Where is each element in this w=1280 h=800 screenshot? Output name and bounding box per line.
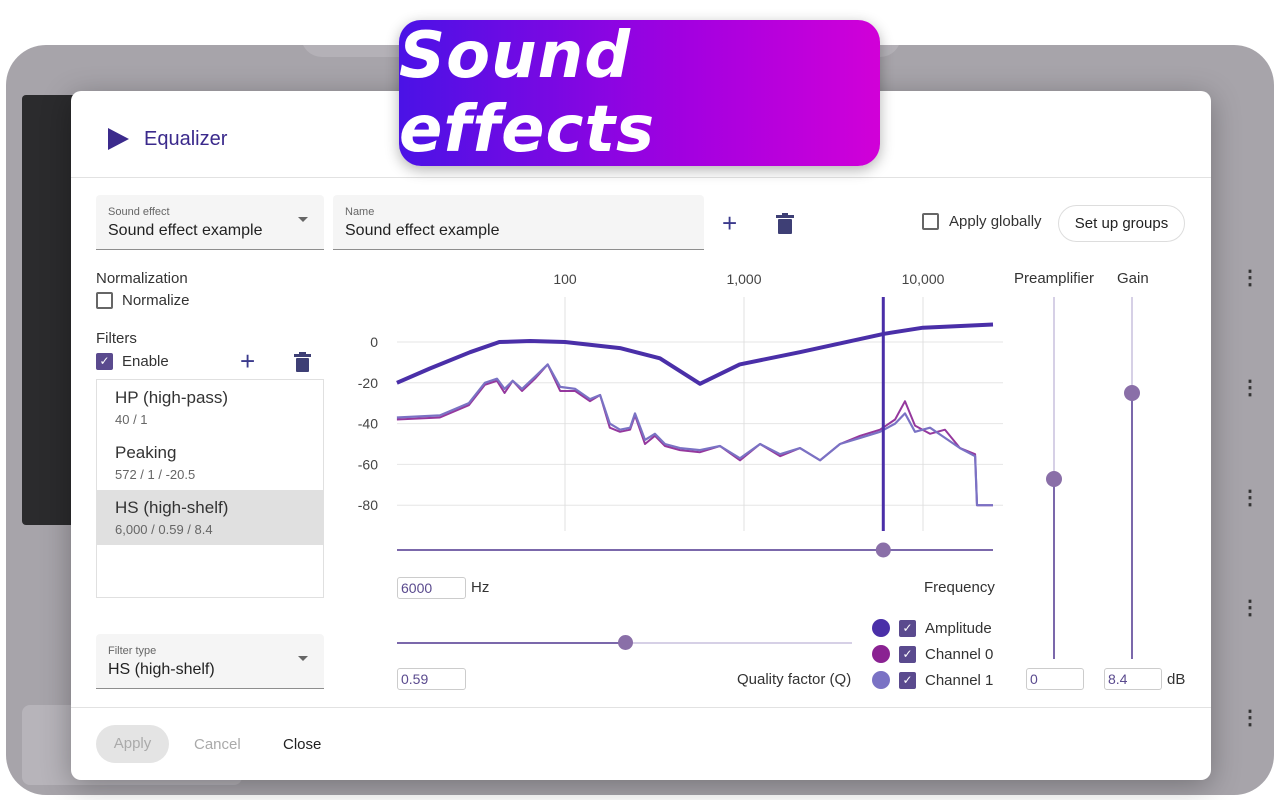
sound-effect-select[interactable]: Sound effect Sound effect example	[96, 195, 324, 250]
filter-type-select[interactable]: Filter type HS (high-shelf)	[96, 634, 324, 689]
y-tick-label: 0	[370, 334, 378, 350]
filter-list: HP (high-pass) 40 / 1 Peaking 572 / 1 / …	[96, 379, 324, 598]
legend-label: Channel 0	[925, 645, 994, 663]
x-tick-label: 10,000	[902, 271, 945, 287]
q-label: Quality factor (Q)	[737, 671, 852, 688]
dialog-title: Equalizer	[144, 128, 228, 150]
legend-label: Channel 1	[925, 671, 994, 689]
q-slider[interactable]	[397, 635, 852, 650]
gain-slider[interactable]	[1124, 297, 1140, 659]
series-channel-0	[396, 363, 993, 507]
q-input[interactable]	[397, 668, 466, 690]
legend-item-channel-1[interactable]: ✓ Channel 1	[872, 667, 993, 693]
filter-detail: 6,000 / 0.59 / 8.4	[115, 522, 213, 537]
preamplifier-slider[interactable]	[1046, 297, 1062, 659]
more-icon: ⋮	[1240, 487, 1260, 509]
gain-label: Gain	[1117, 270, 1149, 287]
preamplifier-label: Preamplifier	[1014, 270, 1095, 287]
series-amplitude	[396, 322, 994, 386]
name-input[interactable]: Name Sound effect example	[333, 195, 704, 250]
apply-globally-checkbox[interactable]: Apply globally	[922, 213, 1042, 230]
more-icon: ⋮	[1240, 377, 1260, 399]
divider	[71, 177, 1211, 178]
checkmark-icon[interactable]: ✓	[899, 619, 916, 637]
channel-1-color-dot	[872, 671, 890, 689]
filter-type-value: HS (high-shelf)	[108, 661, 215, 678]
legend: ✓ Amplitude ✓ Channel 0 ✓ Channel 1	[872, 615, 993, 693]
set-up-groups-button[interactable]: Set up groups	[1058, 205, 1185, 242]
add-filter-icon[interactable]: +	[240, 346, 256, 376]
preamplifier-input[interactable]	[1026, 668, 1084, 690]
delete-icon[interactable]	[776, 213, 794, 234]
frequency-label: Frequency	[924, 579, 995, 596]
legend-item-amplitude[interactable]: ✓ Amplitude	[872, 615, 993, 641]
filter-name: HP (high-pass)	[115, 388, 229, 407]
more-icon: ⋮	[1240, 707, 1260, 729]
checkbox-icon	[922, 213, 939, 230]
y-tick-label: -60	[358, 456, 378, 472]
sound-effects-banner: Sound effects	[399, 19, 880, 167]
name-value: Sound effect example	[345, 222, 500, 239]
close-button[interactable]: Close	[283, 736, 322, 753]
more-icon: ⋮	[1240, 267, 1260, 289]
sound-effect-label: Sound effect	[108, 206, 170, 218]
normalization-heading: Normalization	[96, 270, 188, 287]
chevron-down-icon	[298, 217, 308, 222]
y-tick-label: -40	[358, 416, 378, 432]
preamplifier-fill	[1053, 479, 1055, 659]
checkbox-icon	[96, 292, 113, 309]
preamplifier-thumb[interactable]	[1046, 471, 1062, 487]
divider	[71, 707, 1211, 708]
enable-label: Enable	[122, 353, 169, 370]
x-tick-label: 100	[553, 271, 577, 287]
delete-filter-icon[interactable]	[294, 352, 311, 372]
frequency-unit: Hz	[471, 579, 490, 596]
normalize-checkbox[interactable]: Normalize	[96, 292, 190, 309]
gain-unit: dB	[1167, 671, 1186, 688]
frequency-chart[interactable]: 0 -20 -40 -60 -80 100 1,000 10,000	[71, 91, 1211, 711]
channel-0-color-dot	[872, 645, 890, 663]
filter-detail: 40 / 1	[115, 412, 148, 427]
q-slider-thumb[interactable]	[617, 635, 633, 650]
legend-item-channel-0[interactable]: ✓ Channel 0	[872, 641, 993, 667]
name-label: Name	[345, 206, 375, 218]
checkmark-icon: ✓	[96, 353, 113, 370]
filter-name: Peaking	[115, 443, 177, 462]
normalize-label: Normalize	[122, 292, 190, 309]
apply-button[interactable]: Apply	[96, 725, 169, 763]
frequency-input[interactable]	[397, 577, 466, 599]
filters-heading: Filters	[96, 330, 137, 347]
enable-checkbox[interactable]: ✓ Enable	[96, 353, 169, 370]
q-slider-fill	[397, 642, 625, 644]
more-icon: ⋮	[1240, 597, 1260, 619]
cancel-button[interactable]: Cancel	[194, 736, 241, 753]
filter-detail: 572 / 1 / -20.5	[115, 467, 196, 482]
gain-fill	[1131, 393, 1133, 659]
x-tick-label: 1,000	[726, 271, 761, 287]
frequency-slider-thumb[interactable]	[875, 542, 891, 558]
gain-input[interactable]	[1104, 668, 1162, 690]
amplitude-color-dot	[872, 619, 890, 637]
gain-thumb[interactable]	[1124, 385, 1140, 401]
filter-item[interactable]: HP (high-pass) 40 / 1	[97, 380, 323, 435]
checkmark-icon[interactable]: ✓	[899, 671, 916, 689]
play-icon	[108, 128, 129, 150]
legend-label: Amplitude	[925, 619, 992, 637]
y-tick-label: -80	[358, 497, 378, 513]
sound-effect-value: Sound effect example	[108, 222, 263, 239]
filter-item-selected[interactable]: HS (high-shelf) 6,000 / 0.59 / 8.4	[97, 490, 323, 545]
filter-item[interactable]: Peaking 572 / 1 / -20.5	[97, 435, 323, 490]
add-icon[interactable]: +	[722, 208, 738, 238]
filter-name: HS (high-shelf)	[115, 498, 229, 517]
series-channel-1	[396, 363, 993, 507]
filter-type-label: Filter type	[108, 645, 157, 657]
chevron-down-icon	[298, 656, 308, 661]
y-tick-label: -20	[358, 375, 378, 391]
equalizer-dialog: Equalizer Sound effect Sound effect exam…	[71, 91, 1211, 780]
checkmark-icon[interactable]: ✓	[899, 645, 916, 663]
apply-globally-label: Apply globally	[949, 213, 1042, 230]
